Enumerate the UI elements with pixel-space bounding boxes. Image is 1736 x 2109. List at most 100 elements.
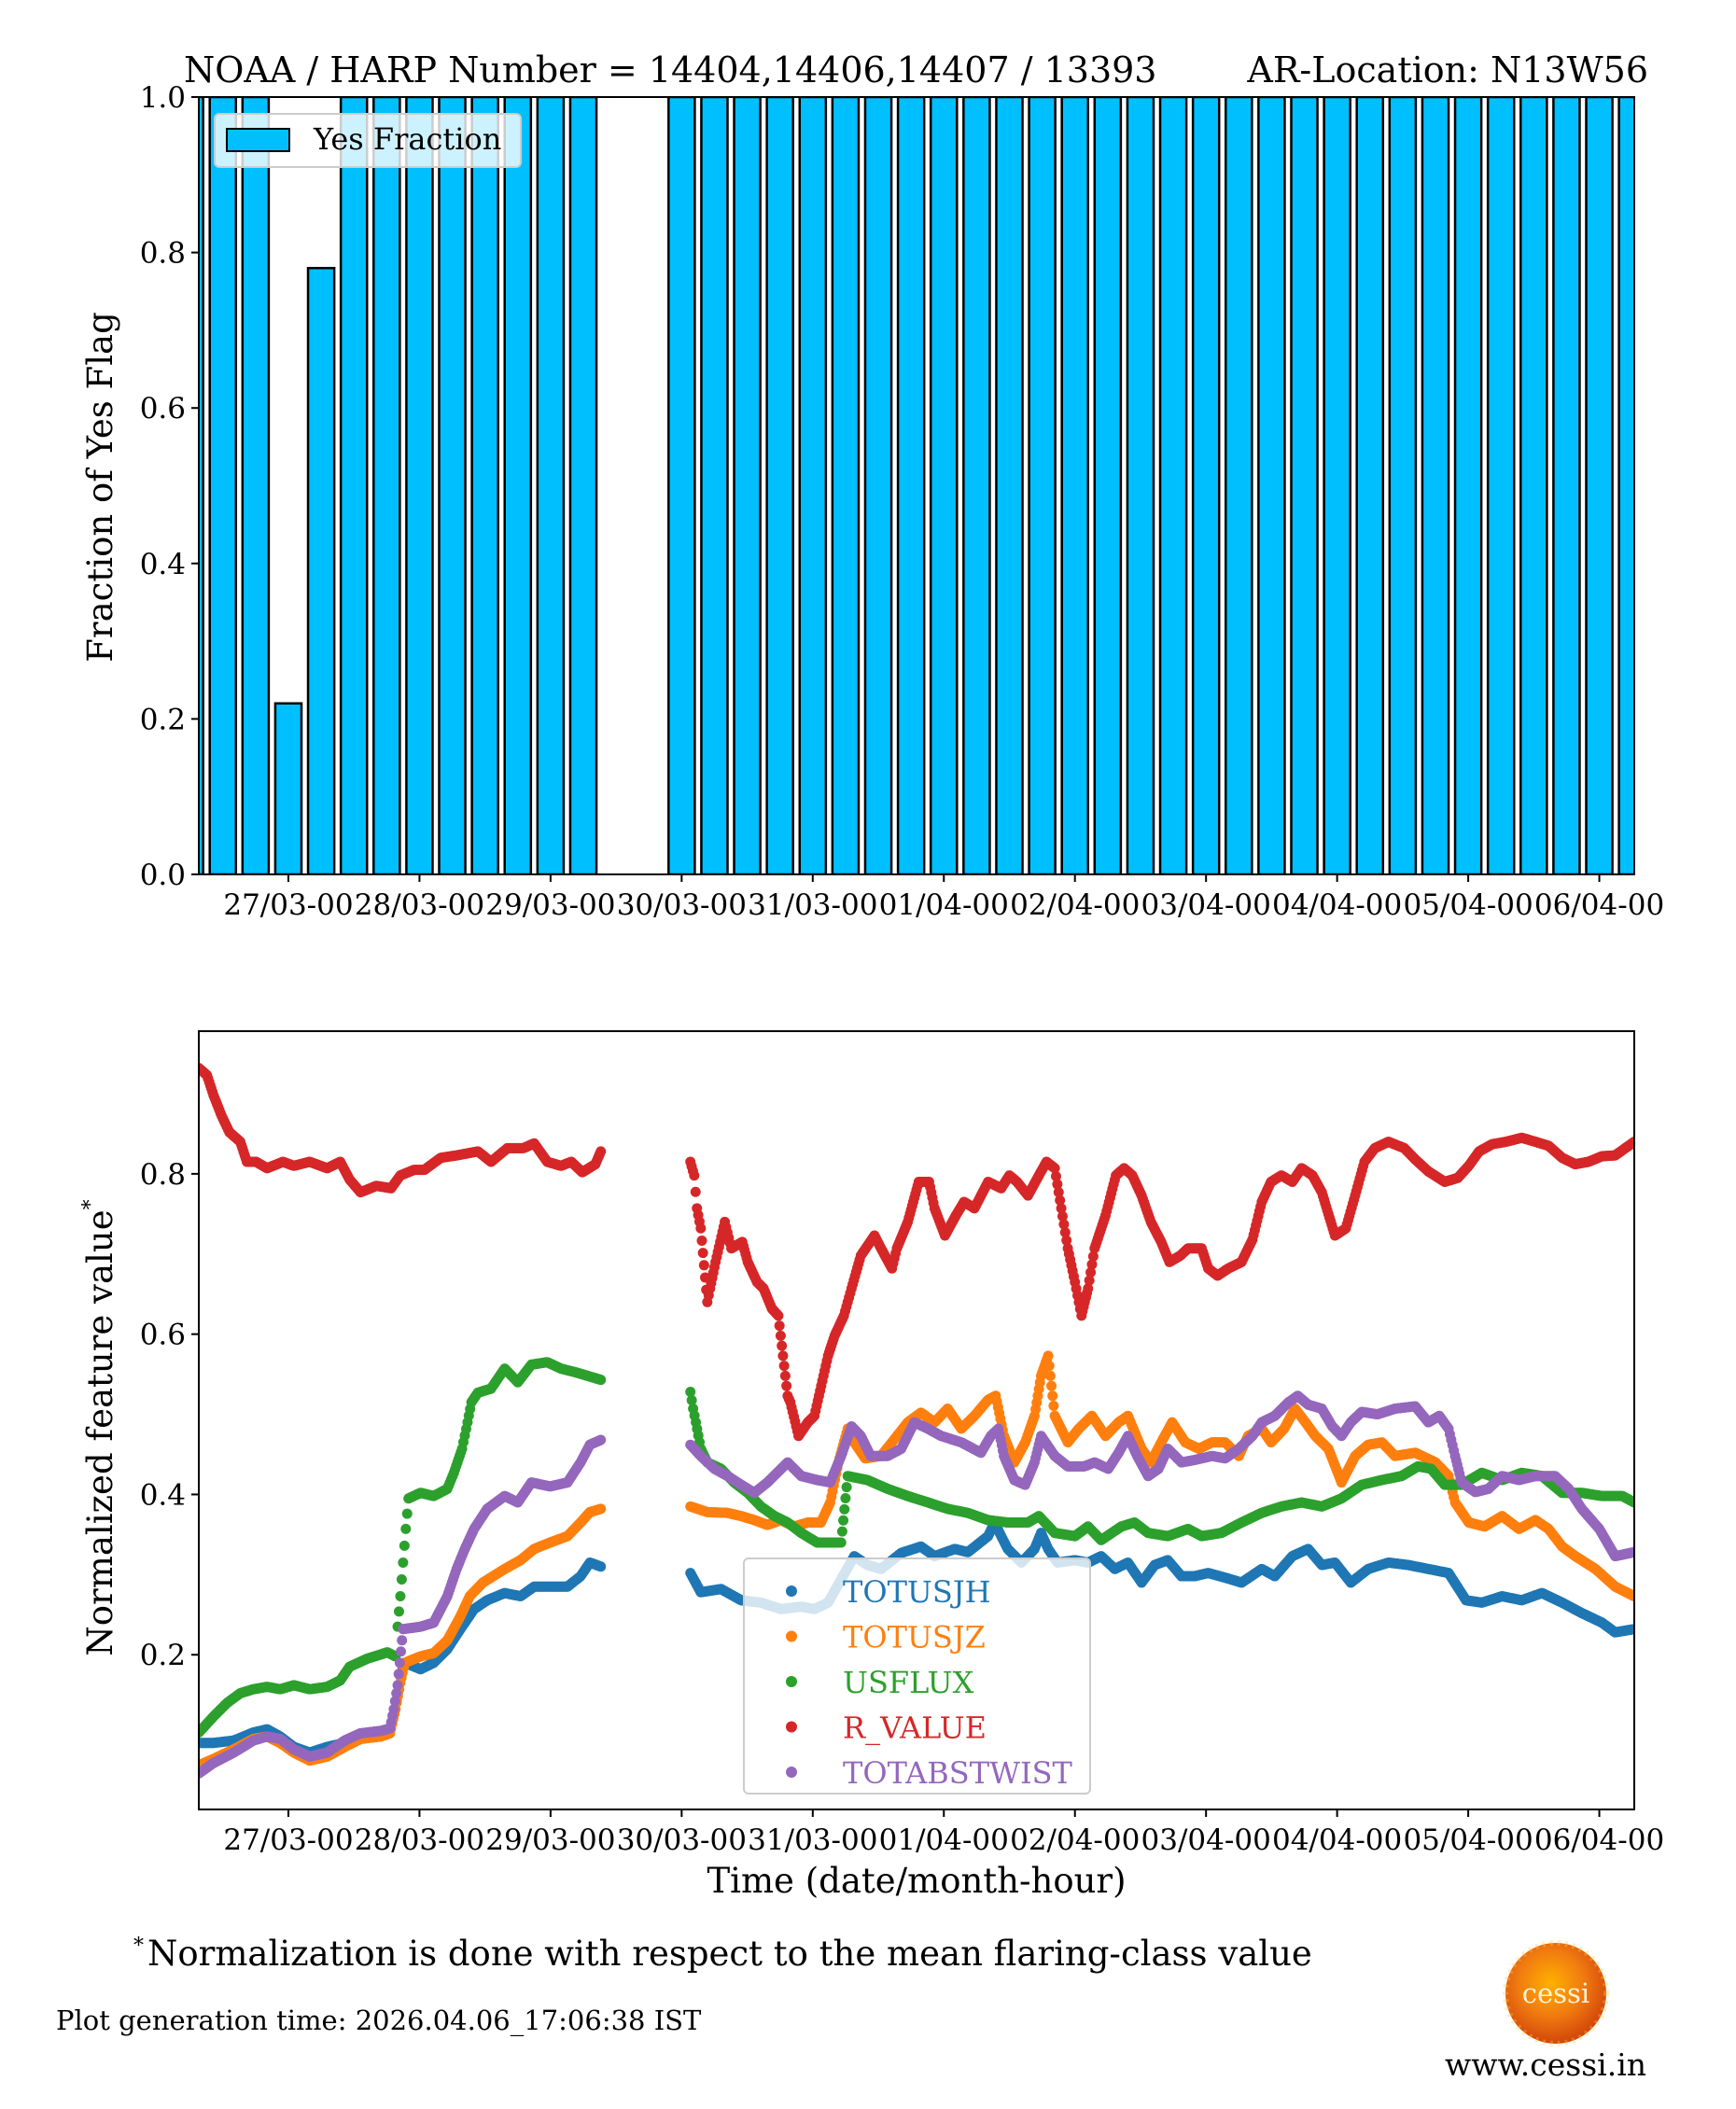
data-point [1043, 1361, 1055, 1372]
x-tick-label: 28/03-00 [355, 888, 484, 922]
data-point [777, 1350, 789, 1362]
bar-04/04-00 [1323, 97, 1351, 874]
data-point [595, 1561, 607, 1572]
bar-01/04-06 [962, 97, 991, 874]
bar-01/04-00 [929, 97, 959, 874]
data-point [698, 1260, 709, 1271]
data-point [398, 1557, 409, 1568]
top-legend: Yes Fraction [214, 113, 522, 168]
series-R_VALUE [199, 1063, 1634, 1442]
bar-31/03-18 [896, 97, 926, 874]
bar-06/04-00 [1585, 97, 1614, 874]
data-point [775, 1330, 786, 1341]
bar-03/04-06 [1224, 97, 1253, 874]
top-y-axis-label: Fraction of Yes Flag [80, 312, 120, 663]
data-point [395, 1591, 406, 1602]
data-point [1048, 1401, 1059, 1412]
bars-group [199, 97, 1634, 874]
x-tick-label: 31/03-00 [748, 888, 877, 922]
x-tick-label: 05/04-00 [1403, 888, 1533, 922]
bar-05/04-12 [1519, 97, 1548, 874]
data-point [595, 1375, 607, 1386]
x-tick-label: 02/04-00 [1010, 888, 1140, 922]
bar-28/03-12 [470, 97, 499, 874]
data-point [781, 1380, 792, 1391]
data-point [595, 1146, 607, 1157]
data-point [695, 1222, 707, 1234]
x-tick-label: 04/04-00 [1272, 888, 1402, 922]
y-tick-label: 0.2 [140, 703, 186, 736]
y-tick-label: 0.0 [140, 859, 186, 892]
bar-26/03-06 [199, 97, 204, 874]
data-point [689, 1170, 700, 1181]
bar-30/03-06 [700, 97, 729, 874]
bar-30/03-00 [667, 97, 696, 874]
legend-label-yes-fraction: Yes Fraction [313, 121, 501, 157]
bar-31/03-06 [831, 97, 861, 874]
data-point [777, 1340, 788, 1351]
bar-29/03-00 [536, 97, 566, 874]
bar-30/03-18 [765, 97, 794, 874]
x-tick-label: 06/04-00 [1534, 888, 1664, 922]
data-point [1046, 1380, 1057, 1391]
data-point [773, 1310, 784, 1321]
data-point [840, 1492, 851, 1503]
bar-03/04-18 [1290, 97, 1319, 874]
bar-27/03-18 [372, 97, 401, 874]
top-x-ticks: 27/03-00 28/03-00 29/03-00 30/03-00 31/03-00… [223, 874, 1664, 922]
data-point [393, 1606, 404, 1617]
data-point [778, 1361, 790, 1372]
data-point [697, 1248, 708, 1259]
bar-27/03-00 [273, 702, 303, 874]
bar-31/03-00 [798, 97, 828, 874]
bar-chart: 0.00.20.40.60.81.0 27/03-00 28/03-00 29/03… [80, 81, 1664, 922]
data-point [690, 1186, 701, 1197]
bar-05/04-06 [1486, 97, 1516, 874]
bar-29/03-06 [568, 97, 598, 874]
bar-30/03-12 [733, 97, 762, 874]
x-tick-label: 03/04-00 [1141, 888, 1271, 922]
bar-28/03-18 [503, 97, 533, 874]
bar-31/03-12 [863, 97, 893, 874]
chart-title-left: NOAA / HARP Number = 14404,14406,14407 /… [184, 49, 1156, 91]
data-point [838, 1515, 849, 1526]
x-tick-label: 27/03-00 [223, 888, 353, 922]
bar-02/04-06 [1093, 97, 1123, 874]
top-y-ticks: 0.00.20.40.60.81.0 [140, 81, 199, 892]
y-tick-label: 1.0 [140, 81, 186, 115]
scatter-chart: 0.20.40.60.8 27/03-00 28/03-00 29/03-00 30/… [79, 1030, 1664, 1901]
y-tick-label: 0.4 [140, 548, 186, 581]
bar-04/04-06 [1355, 97, 1385, 874]
bar-02/04-12 [1126, 97, 1155, 874]
bar-26/03-18 [241, 97, 271, 874]
data-point [1047, 1390, 1058, 1402]
data-point [1629, 1624, 1634, 1635]
bar-28/03-06 [438, 97, 467, 874]
data-point [400, 1523, 412, 1534]
bar-01/04-18 [1028, 97, 1057, 874]
data-point [595, 1503, 607, 1515]
data-point [774, 1320, 785, 1332]
legend-swatch-yes-fraction [226, 128, 290, 152]
bar-27/03-06 [306, 267, 336, 874]
y-tick-label: 0.6 [140, 392, 186, 426]
points-group [199, 1063, 1634, 1779]
bar-01/04-12 [995, 97, 1024, 874]
bar-04/04-12 [1388, 97, 1418, 874]
data-point [835, 1537, 847, 1548]
x-tick-label: 30/03-00 [617, 888, 747, 922]
bar-02/04-00 [1060, 97, 1090, 874]
data-point [836, 1526, 847, 1537]
data-point [779, 1370, 791, 1381]
data-point [401, 1508, 413, 1519]
data-point [1043, 1350, 1054, 1362]
bar-04/04-18 [1421, 97, 1450, 874]
top-axes-frame [198, 96, 1635, 875]
bar-02/04-18 [1158, 97, 1188, 874]
bar-27/03-12 [339, 97, 369, 874]
bar-05/04-18 [1552, 97, 1581, 874]
x-tick-label: 01/04-00 [879, 888, 1009, 922]
x-tick-label: 29/03-00 [485, 888, 615, 922]
bar-06/04-06 [1617, 97, 1634, 874]
